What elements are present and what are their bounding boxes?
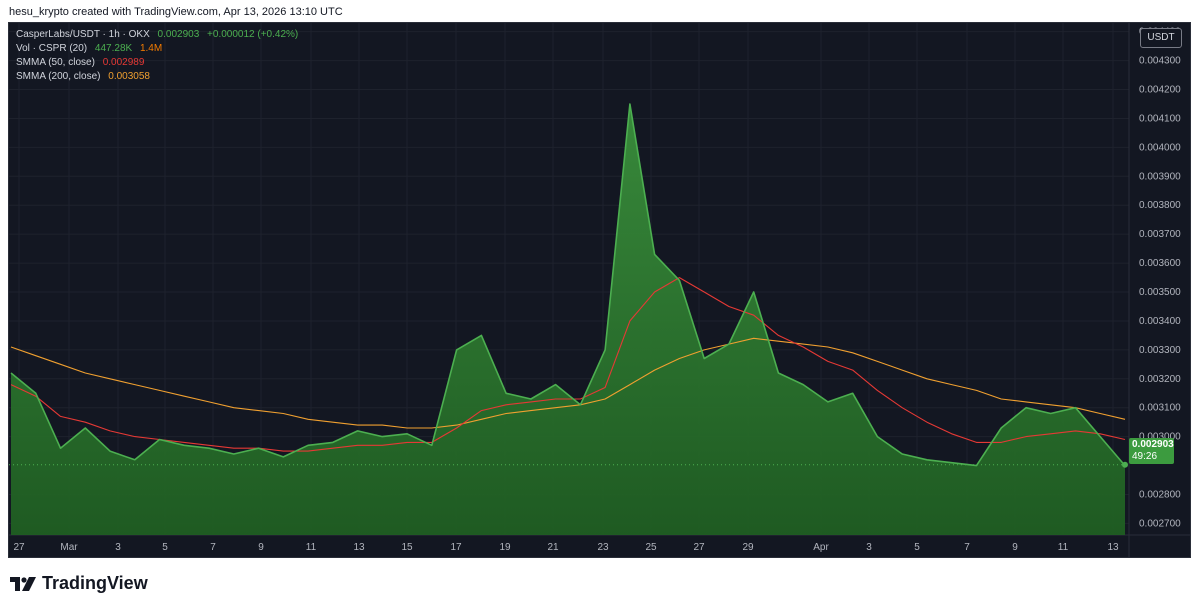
x-tick-label: 17 bbox=[450, 542, 462, 553]
tradingview-logo-text: TradingView bbox=[42, 573, 148, 593]
legend-last-price: 0.002903 bbox=[157, 29, 200, 40]
legend-volume-label: Vol · CSPR (20) bbox=[16, 43, 88, 54]
legend-symbol-row[interactable]: CasperLabs/USDT · 1h · OKX 0.002903 +0.0… bbox=[16, 28, 298, 42]
x-tick-label: 11 bbox=[1058, 542, 1069, 553]
x-tick-label: 29 bbox=[742, 542, 754, 553]
legend-smma200-row[interactable]: SMMA (200, close) 0.003058 bbox=[16, 70, 298, 84]
smma200-line bbox=[10, 337, 1126, 429]
y-tick-label: 0.002700 bbox=[1139, 518, 1181, 529]
y-tick-label: 0.002800 bbox=[1139, 490, 1181, 501]
x-tick-label: 5 bbox=[162, 542, 168, 553]
x-tick-label: 25 bbox=[645, 542, 657, 553]
y-tick-label: 0.003000 bbox=[1139, 432, 1181, 443]
attribution-text: hesu_krypto created with TradingView.com… bbox=[9, 6, 343, 18]
chart-legend: CasperLabs/USDT · 1h · OKX 0.002903 +0.0… bbox=[16, 28, 298, 84]
x-tick-label: Mar bbox=[60, 542, 78, 553]
x-tick-label: 27 bbox=[13, 542, 25, 553]
y-tick-label: 0.003200 bbox=[1139, 374, 1181, 385]
price-line bbox=[10, 103, 1126, 467]
legend-volume-value: 447.28K bbox=[94, 43, 133, 54]
x-tick-label: 15 bbox=[401, 542, 413, 553]
x-tick-label: 21 bbox=[547, 542, 559, 553]
legend-symbol: CasperLabs/USDT · 1h · OKX bbox=[16, 29, 150, 40]
y-tick-label: 0.003900 bbox=[1139, 171, 1181, 182]
price-area-fill bbox=[11, 104, 1125, 535]
legend-change: +0.000012 (+0.42%) bbox=[207, 29, 299, 40]
x-tick-label: 11 bbox=[306, 542, 317, 553]
smma50-line bbox=[10, 277, 1126, 452]
legend-smma50-label: SMMA (50, close) bbox=[16, 57, 95, 68]
tradingview-logo-icon bbox=[10, 576, 36, 591]
y-tick-label: 0.004200 bbox=[1139, 85, 1181, 96]
x-tick-label: 5 bbox=[914, 542, 920, 553]
y-tick-label: 0.003100 bbox=[1139, 403, 1181, 414]
y-tick-label: 0.003700 bbox=[1139, 229, 1181, 240]
x-tick-label: 3 bbox=[866, 542, 872, 553]
x-tick-label: 7 bbox=[210, 542, 216, 553]
x-tick-label: 23 bbox=[597, 542, 609, 553]
chart-frame[interactable]: 0.0044000.0043000.0042000.0041000.004000… bbox=[8, 22, 1191, 558]
legend-smma200-label: SMMA (200, close) bbox=[16, 71, 101, 82]
y-tick-label: 0.004100 bbox=[1139, 113, 1181, 124]
x-tick-label: 3 bbox=[115, 542, 121, 553]
bar-countdown: 49:26 bbox=[1132, 451, 1158, 462]
legend-smma50-row[interactable]: SMMA (50, close) 0.002989 bbox=[16, 56, 298, 70]
y-tick-label: 0.003400 bbox=[1139, 316, 1181, 327]
y-tick-label: 0.004300 bbox=[1139, 56, 1181, 67]
y-tick-label: 0.003300 bbox=[1139, 345, 1181, 356]
x-tick-label: 27 bbox=[693, 542, 705, 553]
legend-volume-row[interactable]: Vol · CSPR (20) 447.28K 1.4M bbox=[16, 42, 298, 56]
currency-button[interactable]: USDT bbox=[1140, 28, 1182, 48]
last-price-tag: 0.002903 49:26 bbox=[1129, 438, 1174, 464]
x-tick-label: 9 bbox=[1012, 542, 1018, 553]
x-tick-label: 19 bbox=[499, 542, 511, 553]
legend-smma50-value: 0.002989 bbox=[102, 57, 145, 68]
y-tick-label: 0.004000 bbox=[1139, 142, 1181, 153]
last-price-tag-value: 0.002903 bbox=[1132, 439, 1174, 450]
y-tick-label: 0.003600 bbox=[1139, 258, 1181, 269]
legend-smma200-value: 0.003058 bbox=[108, 71, 150, 82]
legend-volume-ma: 1.4M bbox=[139, 43, 163, 54]
x-tick-label: 7 bbox=[964, 542, 970, 553]
price-chart[interactable]: 0.0044000.0043000.0042000.0041000.004000… bbox=[9, 23, 1190, 557]
y-tick-label: 0.003800 bbox=[1139, 200, 1181, 211]
x-tick-label: 13 bbox=[1107, 542, 1119, 553]
tradingview-logo[interactable]: TradingView bbox=[10, 573, 148, 594]
x-tick-label: Apr bbox=[813, 542, 829, 553]
y-tick-label: 0.003500 bbox=[1139, 287, 1181, 298]
x-tick-label: 13 bbox=[353, 542, 365, 553]
x-tick-label: 9 bbox=[258, 542, 264, 553]
last-price-dot bbox=[1122, 461, 1128, 468]
